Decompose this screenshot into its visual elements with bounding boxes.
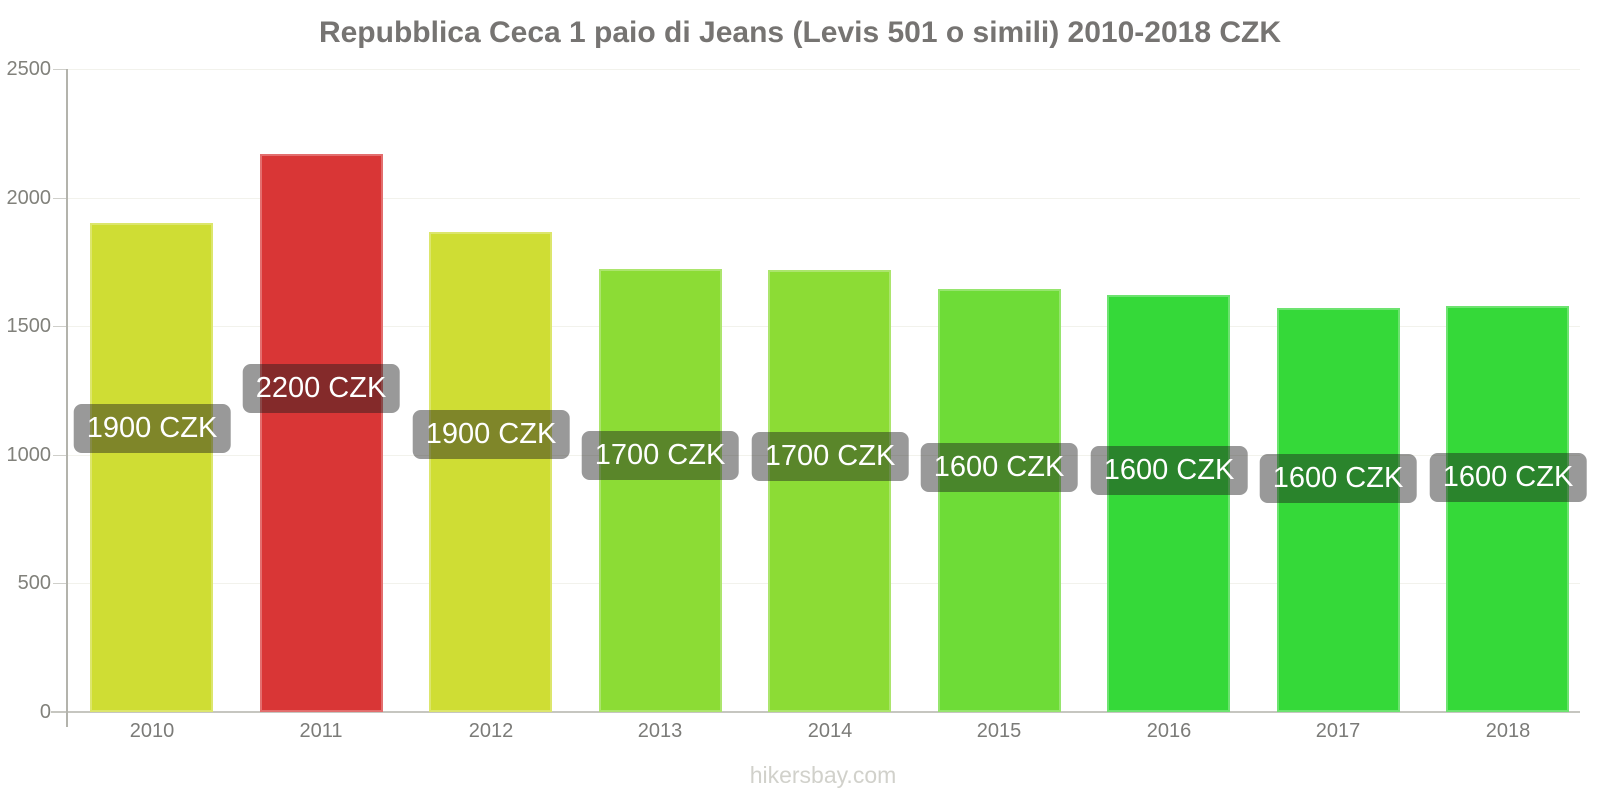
value-label-2017: 1600 CZK — [1259, 454, 1417, 503]
bar-2018[interactable] — [1446, 306, 1569, 712]
y-tick-500 — [53, 583, 67, 584]
value-label-2011: 2200 CZK — [242, 364, 400, 413]
x-axis-label-2018: 2018 — [1485, 720, 1531, 742]
value-label-2018: 1600 CZK — [1429, 453, 1587, 502]
bar-2010[interactable] — [90, 223, 213, 712]
y-axis-line — [66, 69, 68, 727]
value-label-2013: 1700 CZK — [581, 431, 739, 480]
y-tick-2500 — [53, 69, 67, 70]
gridline-2500 — [67, 69, 1580, 70]
value-label-2014: 1700 CZK — [751, 432, 909, 481]
bar-2014[interactable] — [768, 270, 891, 712]
value-label-2015: 1600 CZK — [920, 443, 1078, 492]
bar-2016[interactable] — [1107, 295, 1230, 712]
y-tick-1500 — [53, 326, 67, 327]
y-axis-label-2000: 2000 — [6, 187, 52, 209]
y-tick-1000 — [53, 455, 67, 456]
x-axis-label-2016: 2016 — [1146, 720, 1192, 742]
x-axis-line — [51, 711, 1580, 713]
bar-2017[interactable] — [1277, 308, 1400, 712]
x-axis-label-2014: 2014 — [807, 720, 853, 742]
value-label-2016: 1600 CZK — [1090, 446, 1248, 495]
x-axis-label-2013: 2013 — [637, 720, 683, 742]
x-axis-label-2012: 2012 — [468, 720, 514, 742]
y-tick-2000 — [53, 198, 67, 199]
watermark-hikersbay: hikersbay.com — [749, 762, 897, 788]
value-label-2010: 1900 CZK — [73, 404, 231, 453]
gridline-2000 — [67, 198, 1580, 199]
y-axis-label-1500: 1500 — [6, 315, 52, 337]
value-label-2012: 1900 CZK — [412, 410, 570, 459]
bar-2012[interactable] — [429, 232, 552, 712]
y-axis-label-1000: 1000 — [6, 444, 52, 466]
y-axis-label-2500: 2500 — [6, 58, 52, 80]
bar-2013[interactable] — [599, 269, 722, 712]
bar-2011[interactable] — [260, 154, 383, 712]
y-axis-label-500: 500 — [17, 572, 51, 594]
bar-2015[interactable] — [938, 289, 1061, 712]
x-axis-label-2015: 2015 — [976, 720, 1022, 742]
x-axis-label-2017: 2017 — [1315, 720, 1361, 742]
x-axis-label-2011: 2011 — [299, 720, 343, 742]
x-axis-label-2010: 2010 — [129, 720, 175, 742]
chart-title: Repubblica Ceca 1 paio di Jeans (Levis 5… — [318, 16, 1282, 49]
y-axis-label-0: 0 — [39, 701, 51, 723]
